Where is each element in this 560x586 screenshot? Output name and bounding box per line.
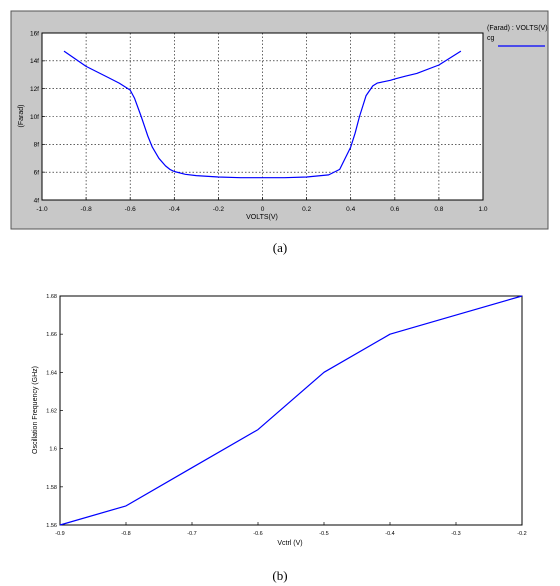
chart-b-y-tick-label: 1.6 xyxy=(49,447,57,453)
chart-b-y-tick-label: 1.62 xyxy=(46,408,57,414)
chart-b-x-tick-label: -0.2 xyxy=(517,531,526,537)
chart-a-grid xyxy=(42,33,483,200)
chart-a-series-line-1 xyxy=(63,50,462,179)
chart-a-x-tick-label: 0 xyxy=(261,206,265,213)
chart-a-ylabel: (Farad) xyxy=(18,105,25,128)
chart-b-series xyxy=(59,295,523,526)
chart-b-y-tick-label: 1.56 xyxy=(46,523,57,529)
chart-a-x-tick-label: -1.0 xyxy=(36,206,48,213)
chart-b-x-tick-label: -0.3 xyxy=(451,531,460,537)
chart-b-x-tick-label: -0.6 xyxy=(253,531,262,537)
chart-a-y-tick-label: 16f xyxy=(30,30,39,37)
chart-b-x-tick-label: -0.5 xyxy=(319,531,328,537)
chart-a-y-ticks: 4f 6f 8f 10f 12f 14f 16f xyxy=(30,30,45,204)
chart-b-x-tick-label: -0.8 xyxy=(121,531,130,537)
chart-a-y-tick-label: 12f xyxy=(30,86,39,93)
chart-a-x-tick-label: 0.4 xyxy=(346,206,355,213)
chart-b-x-ticks: -0.9 -0.8 -0.7 -0.6 -0.5 -0.4 -0.3 -0.2 xyxy=(55,522,527,537)
caption-a: (a) xyxy=(272,240,288,255)
chart-a-x-tick-label: -0.2 xyxy=(213,206,225,213)
chart-b-y-tick-label: 1.68 xyxy=(46,294,57,300)
chart-b-ylabel: Oscillation Frequency (GHz) xyxy=(32,366,39,454)
chart-a-y-tick-label: 4f xyxy=(34,197,40,204)
chart-b-x-tick-label: -0.7 xyxy=(187,531,196,537)
chart-b-y-tick-label: 1.58 xyxy=(46,485,57,491)
chart-a-x-tick-label: -0.4 xyxy=(169,206,181,213)
chart-b-series-line-1 xyxy=(59,295,523,526)
chart-b-x-tick-label: -0.9 xyxy=(55,531,64,537)
chart-a-x-tick-label: 0.6 xyxy=(390,206,399,213)
legend-series-name: cg xyxy=(487,35,495,42)
chart-a-x-tick-label: 0.2 xyxy=(302,206,311,213)
chart-b-y-tick-label: 1.64 xyxy=(46,370,57,376)
chart-a-x-tick-label: 0.8 xyxy=(434,206,443,213)
legend-title: (Farad) : VOLTS(V) xyxy=(487,25,548,32)
chart-b-x-tick-label: -0.4 xyxy=(385,531,394,537)
chart-a-legend: (Farad) : VOLTS(V) cg xyxy=(487,25,548,47)
chart-a-x-tick-label: -0.6 xyxy=(125,206,137,213)
chart-a-y-tick-label: 14f xyxy=(30,58,39,65)
chart-b-xlabel: Vctrl (V) xyxy=(277,540,302,547)
chart-a-series xyxy=(63,50,462,179)
caption-b: (b) xyxy=(272,568,288,583)
chart-a-xlabel: VOLTS(V) xyxy=(246,214,278,221)
chart-a-x-tick-label: 1.0 xyxy=(478,206,487,213)
chart-a-y-tick-label: 6f xyxy=(34,169,40,176)
chart-b: -0.9 -0.8 -0.7 -0.6 -0.5 -0.4 -0.3 -0.2 1.561.5… xyxy=(32,294,527,547)
chart-b-y-tick-label: 1.66 xyxy=(46,332,57,338)
chart-a-x-tick-label: -0.8 xyxy=(80,206,92,213)
chart-b-plot-area xyxy=(59,295,523,526)
chart-a-y-tick-label: 10f xyxy=(30,114,39,121)
chart-a-y-tick-label: 8f xyxy=(34,142,40,149)
chart-b-y-ticks: 1.56 1.58 1.6 1.62 1.64 1.66 1.68 xyxy=(46,294,63,529)
chart-a-x-ticks: -1.0 -0.8 -0.6 -0.4 -0.2 0 0.2 0.4 0.6 0.8 1.0 xyxy=(36,197,488,213)
chart-a: -1.0 -0.8 -0.6 -0.4 -0.2 0 0.2 0.4 0.6 0.8 1.0 4f 6… xyxy=(10,10,549,230)
